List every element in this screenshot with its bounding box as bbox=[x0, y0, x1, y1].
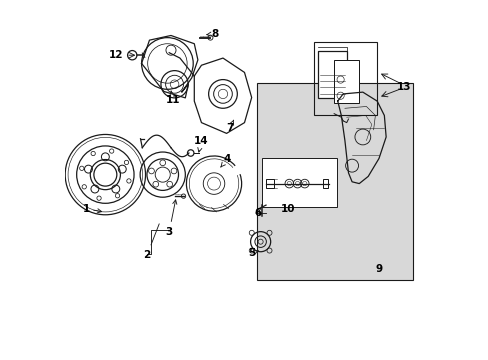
Bar bbox=[317, 51, 346, 98]
Text: 5: 5 bbox=[247, 248, 258, 258]
Text: 11: 11 bbox=[165, 91, 180, 105]
Text: 14: 14 bbox=[194, 136, 208, 152]
Text: 9: 9 bbox=[375, 264, 382, 274]
Text: 10: 10 bbox=[281, 204, 295, 215]
Text: 7: 7 bbox=[226, 120, 233, 133]
Bar bbox=[314, 42, 376, 116]
Bar bbox=[265, 179, 273, 188]
Text: 12: 12 bbox=[108, 50, 123, 60]
Text: 6: 6 bbox=[254, 208, 261, 218]
Text: 8: 8 bbox=[206, 29, 218, 39]
Text: 2: 2 bbox=[143, 224, 159, 260]
Bar bbox=[322, 179, 328, 188]
Text: 4: 4 bbox=[221, 154, 230, 167]
Text: 3: 3 bbox=[165, 200, 177, 237]
Text: 1: 1 bbox=[82, 204, 102, 214]
Bar bbox=[333, 60, 359, 103]
Bar bbox=[261, 158, 336, 207]
Bar bbox=[257, 83, 412, 280]
Text: 13: 13 bbox=[396, 82, 410, 92]
